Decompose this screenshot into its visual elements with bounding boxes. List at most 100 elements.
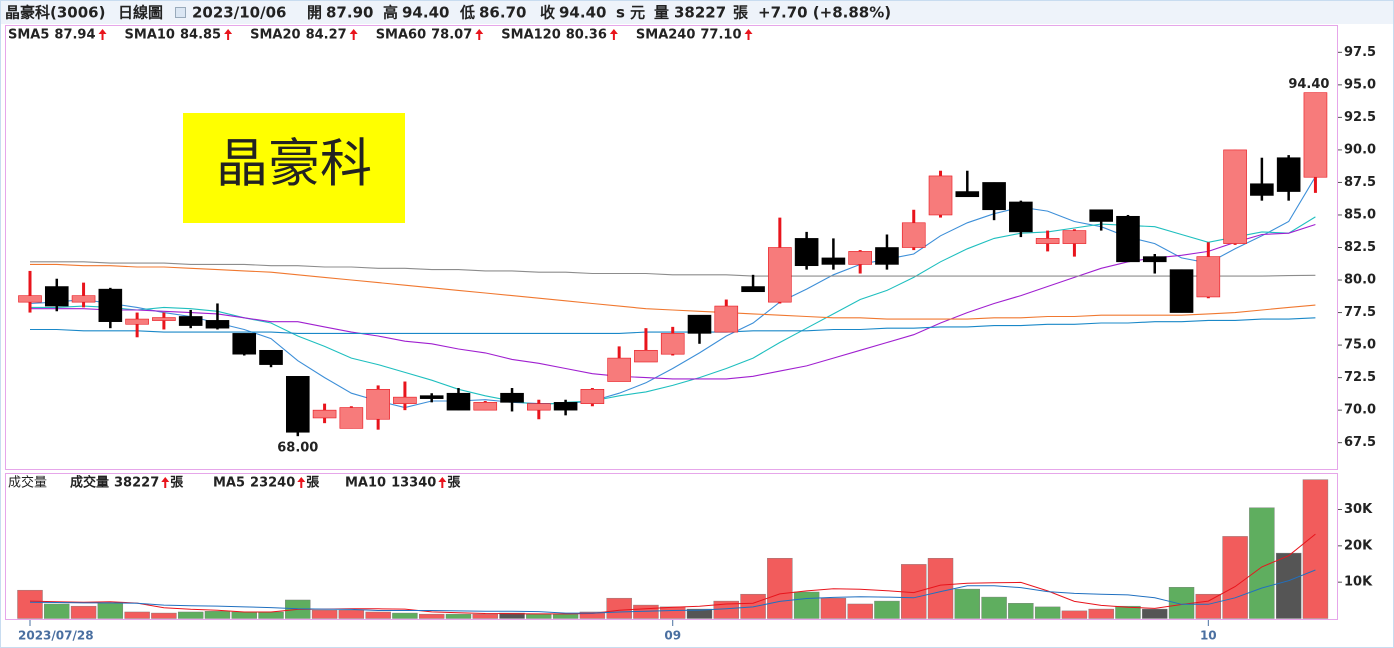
y-tick-label: 30K: [1344, 502, 1373, 517]
volume-bar: [1249, 507, 1275, 619]
x-tick-label: 09: [664, 629, 681, 643]
header-close: 94.40: [559, 4, 606, 22]
y-tick-label: 67.5: [1344, 435, 1376, 450]
volume-bar: [1115, 605, 1141, 619]
volume-bar: [499, 612, 525, 619]
legend-unit: 張: [170, 476, 184, 491]
candle-body: [1276, 157, 1301, 192]
volume-bar: [847, 603, 873, 619]
volume-bar: [419, 613, 445, 619]
candle-body: [982, 182, 1006, 211]
volume-bar: [1034, 606, 1061, 619]
volume-bar: [579, 611, 606, 619]
candle-body: [366, 389, 390, 420]
x-tick-label: 10: [1200, 629, 1217, 643]
y-tick-label: 95.0: [1344, 77, 1376, 92]
volume-bar: [231, 611, 257, 619]
legend-value: 80.36: [566, 28, 607, 43]
volume-bar: [927, 557, 954, 619]
legend-name: MA5: [213, 476, 245, 491]
up-arrow: [161, 477, 170, 488]
candle-body: [928, 175, 953, 216]
price-panel: [5, 25, 1338, 470]
legend-name: SMA60: [376, 28, 426, 43]
volume-bar: [1222, 536, 1248, 619]
candle-body: [44, 286, 69, 307]
candle-body: [1169, 269, 1194, 313]
legend-value: 78.07: [431, 28, 472, 43]
volume-bar: [1195, 593, 1222, 619]
up-arrow: [744, 29, 753, 40]
legend-name: MA10: [345, 476, 386, 491]
y-tick-label: 82.5: [1344, 240, 1376, 255]
candle-body: [419, 395, 444, 399]
legend-name: SMA240: [636, 28, 696, 43]
checkbox[interactable]: [175, 7, 186, 18]
candle-body: [875, 247, 899, 265]
candle-body: [446, 392, 471, 411]
header-low: 86.70: [479, 4, 526, 22]
candle-body: [848, 251, 872, 265]
header-change: +7.70 (+8.88%): [758, 4, 891, 22]
legend-name: SMA120: [501, 28, 561, 43]
volume-bar: [124, 611, 150, 619]
volume-bar: [70, 605, 97, 619]
candle-body: [660, 333, 685, 355]
y-tick-label: 92.5: [1344, 110, 1376, 125]
volume-bar: [44, 603, 70, 619]
legend-unit: 張: [306, 476, 320, 491]
candle-body: [232, 333, 257, 355]
moving-average: [30, 223, 1316, 380]
candle-body: [741, 286, 765, 293]
up-arrow: [475, 29, 484, 40]
legend-value: 84.27: [306, 28, 347, 43]
volume-bar: [901, 564, 927, 619]
volume-bar: [820, 597, 847, 619]
volume-bar: [1302, 479, 1329, 619]
volume-bar: [1168, 587, 1195, 619]
volume-bar: [1275, 552, 1302, 619]
volume-bar: [526, 613, 552, 619]
volume-bar: [445, 613, 472, 619]
candle-body: [634, 349, 658, 363]
candle-body: [1116, 215, 1140, 263]
volume-bar: [874, 600, 900, 619]
up-arrow: [438, 477, 447, 488]
candle-body: [1089, 209, 1113, 222]
candle-body: [473, 402, 498, 411]
moving-average: [30, 261, 1316, 277]
y-tick-label: 70.0: [1344, 403, 1376, 418]
volume-panel: [5, 473, 1338, 620]
legend-value: 13340: [391, 476, 436, 491]
y-tick-label: 75.0: [1344, 338, 1376, 353]
legend-name: SMA10: [125, 28, 175, 43]
volume-bar: [204, 611, 231, 619]
volume-bar: [365, 611, 391, 619]
name-box-text: 晶豪科: [216, 135, 372, 195]
candle-body: [1250, 183, 1274, 196]
volume-bar: [311, 609, 338, 619]
candle-body: [152, 317, 176, 321]
header-high-label: 高: [383, 4, 398, 22]
volume-bar: [1061, 610, 1088, 619]
candle-body: [98, 288, 123, 322]
legend-value: 77.10: [700, 28, 741, 43]
header-name: 晶豪科(3006): [5, 4, 105, 22]
volume-bar: [472, 613, 498, 619]
volume-bar: [1142, 608, 1168, 619]
candle-body: [794, 238, 819, 267]
candle-body: [178, 316, 203, 326]
legend-value: 23240: [250, 476, 295, 491]
y-tick-label: 87.5: [1344, 175, 1376, 190]
up-arrow: [98, 29, 107, 40]
high-label: 94.40: [1288, 77, 1329, 92]
candle-body: [714, 305, 739, 333]
header-volume-label: 量: [654, 4, 669, 22]
y-tick-label: 72.5: [1344, 370, 1376, 385]
legend-unit: 張: [447, 476, 461, 491]
candle-body: [553, 402, 578, 411]
volume-bar: [606, 597, 632, 619]
candle-body: [768, 247, 792, 303]
candle-body: [527, 403, 551, 411]
